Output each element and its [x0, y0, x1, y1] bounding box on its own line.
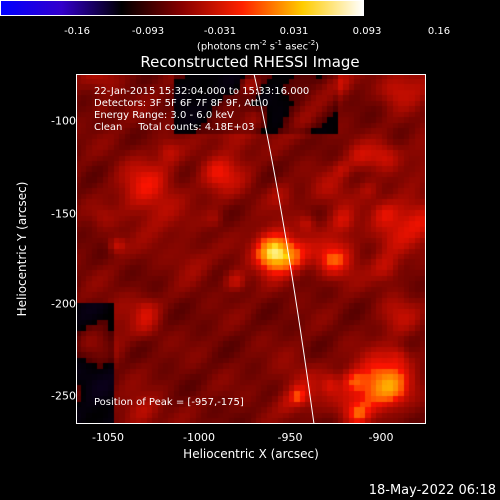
info-line-time: 22-Jan-2015 15:32:04.000 to 15:33:16.000 — [94, 86, 310, 97]
colorbar-units: (photons cm-2 s-1 asec-2) — [196, 39, 320, 53]
colorbar-tick: -0.093 — [131, 26, 165, 37]
x-tick-label: -1000 — [183, 431, 215, 444]
y-tick-label: -100 — [51, 114, 76, 128]
solar-limb-line — [253, 74, 315, 424]
x-axis-label: Heliocentric X (arcsec) — [183, 447, 319, 461]
heatmap-image — [76, 74, 426, 424]
y-tick-label: -200 — [51, 297, 76, 311]
peak-position-label: Position of Peak = [-957,-175] — [94, 397, 244, 408]
info-line-energy: Energy Range: 3.0 - 6.0 keV — [94, 110, 234, 121]
x-tick-label: -1050 — [92, 431, 124, 444]
x-tick-label: -900 — [368, 431, 394, 444]
colorbar-tick: 0.16 — [427, 26, 451, 37]
limb-curve — [253, 74, 315, 424]
y-tick-label: -250 — [51, 389, 76, 403]
plot-timestamp: 18-May-2022 06:18 — [368, 483, 496, 498]
y-axis-label: Heliocentric Y (arcsec) — [15, 181, 29, 317]
chart-title: Reconstructed RHESSI Image — [140, 53, 360, 71]
colorbar-tick: -0.16 — [64, 26, 90, 37]
colorbar-tick: 0.031 — [279, 26, 309, 37]
info-line-detectors: Detectors: 3F 5F 6F 7F 8F 9F, Att 0 — [94, 98, 269, 109]
colorbar — [0, 0, 364, 16]
plot-frame — [76, 74, 426, 424]
heatmap-canvas — [76, 74, 426, 424]
colorbar-tick: 0.093 — [352, 26, 382, 37]
x-tick-label: -950 — [277, 431, 303, 444]
info-line-counts: Clean Total counts: 4.18E+03 — [94, 122, 255, 133]
y-tick-label: -150 — [51, 207, 76, 221]
colorbar-tick: -0.031 — [203, 26, 237, 37]
